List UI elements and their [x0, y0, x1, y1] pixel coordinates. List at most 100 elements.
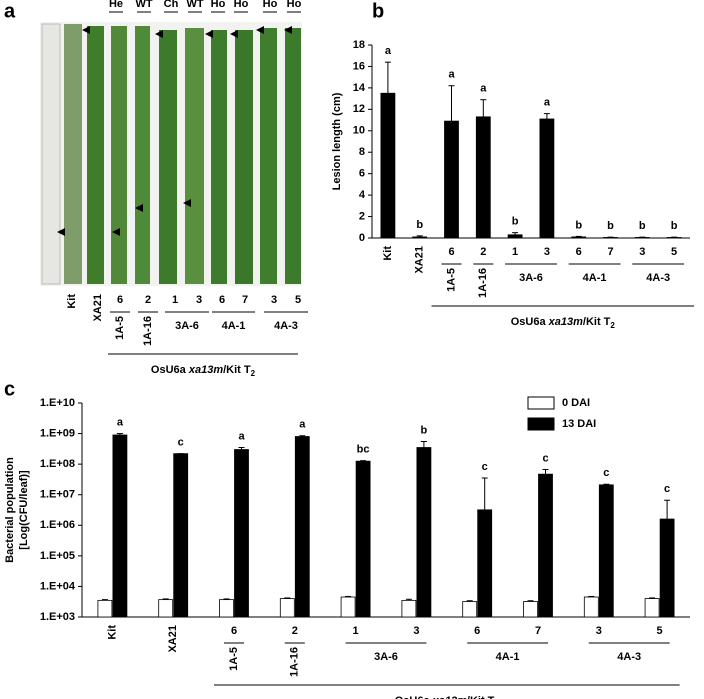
bar — [158, 599, 174, 618]
group-label: 4A-3 — [646, 272, 670, 284]
y-tick-label: 4 — [359, 189, 366, 201]
significance-letter: c — [603, 467, 609, 479]
leaf — [111, 26, 127, 284]
legend-swatch — [527, 417, 555, 431]
group-label: 3A-6 — [374, 651, 398, 663]
x-tick-label: 3 — [639, 246, 645, 258]
genotype-label: Ho — [211, 0, 226, 10]
bar — [475, 116, 491, 239]
y-tick-label: 1.E+08 — [40, 458, 75, 470]
genotype-label: Ch — [164, 0, 179, 10]
panel-label: c — [4, 378, 15, 400]
significance-letter: c — [178, 437, 184, 449]
x-tick-label: 6 — [219, 294, 225, 306]
group-label: 3A-6 — [519, 272, 543, 284]
significance-letter: a — [299, 419, 306, 431]
x-axis-label-part: xa13m — [548, 316, 583, 328]
group-label: 1A-16 — [477, 268, 489, 298]
x-tick-label: 6 — [474, 625, 480, 637]
bar — [444, 120, 459, 239]
legend-label: 0 DAI — [562, 397, 590, 409]
genotype-label: Ho — [263, 0, 278, 10]
y-tick-label: 1.E+06 — [40, 519, 75, 531]
x-tick-label: 5 — [657, 625, 663, 637]
x-tick-label: 3 — [596, 625, 602, 637]
x-tick-label: 7 — [535, 625, 541, 637]
ruler — [41, 23, 61, 285]
y-axis-label: Lesion length (cm) — [331, 92, 343, 190]
group-label: 1A-5 — [445, 268, 457, 292]
y-tick-label: 10 — [353, 125, 365, 137]
x-tick-label: 7 — [242, 294, 248, 306]
y-tick-label: 2 — [359, 210, 365, 222]
y-tick-label: 1.E+04 — [40, 580, 76, 592]
x-tick-label: Kit — [66, 294, 78, 309]
x-axis-label-part: /Kit T — [583, 316, 611, 328]
group-label: 4A-1 — [583, 272, 607, 284]
significance-letter: bc — [357, 444, 370, 456]
significance-letter: a — [448, 69, 455, 81]
panel-label: b — [372, 0, 384, 22]
x-tick-label: 7 — [607, 246, 613, 258]
x-axis-label-part: /Kit T — [467, 695, 495, 699]
x-tick-label: 2 — [480, 246, 486, 258]
y-tick-label: 1.E+10 — [40, 397, 75, 409]
x-tick-label: XA21 — [167, 625, 179, 653]
bar — [507, 234, 523, 239]
x-axis-label-part: xa13m — [188, 364, 223, 376]
y-tick-label: 8 — [359, 146, 365, 158]
x-tick-label: XA21 — [414, 246, 426, 274]
y-tick-label: 1.E+05 — [40, 550, 75, 562]
x-tick-label: 2 — [292, 625, 298, 637]
group-label: 1A-16 — [142, 316, 154, 346]
significance-letter: a — [385, 45, 392, 57]
panel-label: a — [4, 0, 16, 22]
x-axis-label: OsU6a xa13m/Kit T2 — [511, 316, 616, 330]
bar — [416, 447, 432, 618]
significance-letter: a — [480, 83, 487, 95]
bar — [279, 598, 295, 618]
genotype-label: Ho — [234, 0, 249, 10]
bar — [598, 484, 614, 618]
x-axis-label: OsU6a xa13m/Kit T2 — [151, 364, 256, 378]
x-axis-label-part: xa13m — [432, 695, 467, 699]
bar — [571, 236, 587, 239]
x-axis-label-part: 2 — [610, 321, 615, 330]
x-tick-label: 1 — [512, 246, 518, 258]
x-tick-label: 3 — [544, 246, 550, 258]
x-tick-label: Kit — [106, 625, 118, 640]
x-tick-label: Kit — [382, 246, 394, 261]
x-tick-label: 6 — [231, 625, 237, 637]
x-tick-label: 5 — [671, 246, 677, 258]
bar — [294, 436, 310, 618]
y-tick-label: 6 — [359, 168, 365, 180]
group-label: 1A-16 — [289, 647, 301, 677]
significance-letter: a — [238, 430, 245, 442]
bar — [477, 509, 493, 618]
legend-swatch — [527, 396, 555, 410]
bar — [644, 598, 660, 618]
bar — [539, 118, 555, 239]
group-label: 1A-5 — [228, 647, 240, 671]
y-tick-label: 16 — [353, 60, 365, 72]
y-tick-label: 0 — [359, 232, 365, 244]
x-tick-label: 3 — [196, 294, 202, 306]
genotype-label: He — [109, 0, 123, 10]
bar — [355, 460, 371, 618]
significance-letter: b — [575, 219, 582, 231]
genotype-label: WT — [135, 0, 152, 10]
leaf-photo — [40, 22, 302, 286]
y-tick-label: 1.E+07 — [40, 489, 75, 501]
leaf — [64, 24, 82, 284]
significance-letter: a — [544, 97, 551, 109]
group-label: 4A-3 — [617, 651, 641, 663]
x-axis-label-part: OsU6a — [395, 695, 433, 699]
x-tick-label: 1 — [353, 625, 359, 637]
significance-letter: b — [512, 216, 519, 228]
y-axis-label: Bacterial population — [4, 457, 16, 563]
leaf — [159, 30, 177, 284]
bar — [412, 236, 428, 239]
bar — [401, 599, 417, 618]
y-tick-label: 12 — [353, 103, 365, 115]
